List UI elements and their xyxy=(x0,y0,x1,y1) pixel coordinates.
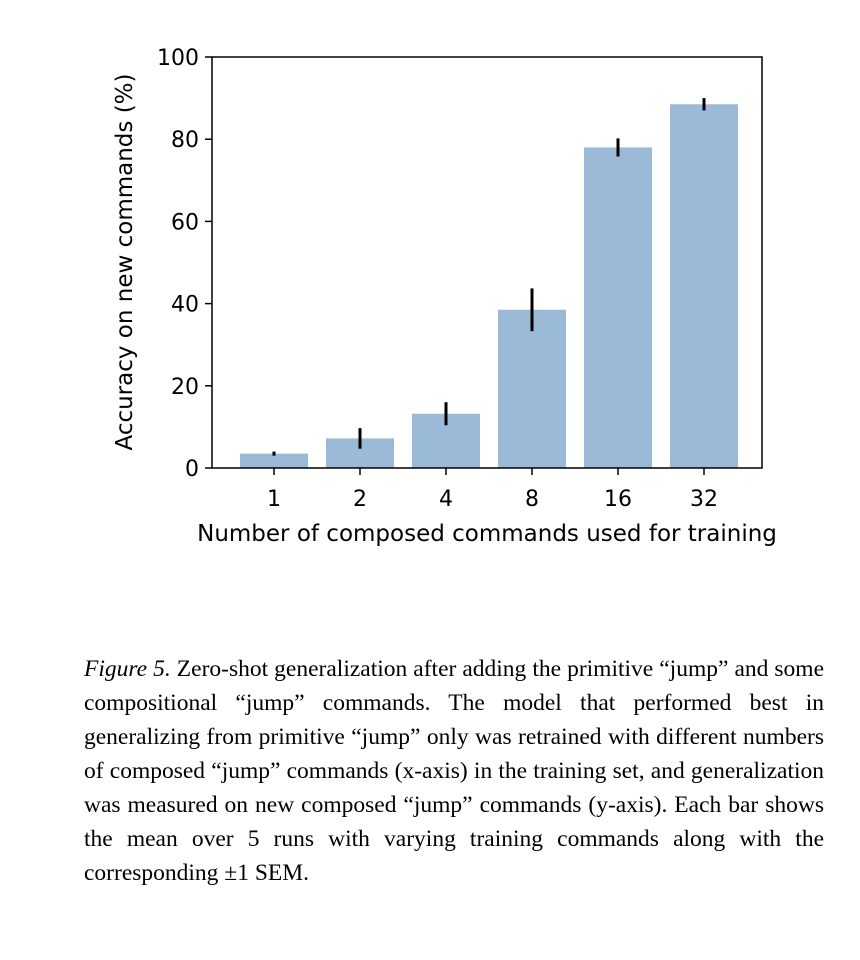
x-tick-label-8: 8 xyxy=(525,487,539,512)
figure-caption: Figure 5. Zero-shot generalization after… xyxy=(84,652,824,890)
y-axis-ticks: 0 20 40 60 80 100 xyxy=(157,46,212,482)
y-tick-label-100: 100 xyxy=(157,46,199,71)
caption-label: Figure 5. xyxy=(84,656,171,682)
y-tick-label-80: 80 xyxy=(171,128,199,153)
x-tick-label-16: 16 xyxy=(604,487,632,512)
y-tick-label-60: 60 xyxy=(171,210,199,235)
x-tick-label-32: 32 xyxy=(690,487,718,512)
bar-32 xyxy=(670,104,738,468)
bar-1 xyxy=(240,453,308,468)
y-axis-label: Accuracy on new commands (%) xyxy=(112,73,138,450)
bar-16 xyxy=(584,147,652,469)
bars-group xyxy=(240,104,738,469)
caption-text: Zero-shot generalization after adding th… xyxy=(84,656,825,886)
x-axis-label: Number of composed commands used for tra… xyxy=(197,521,777,547)
bar-chart: 0 20 40 60 80 100 1 2 4 8 16 32 Number of composed… xyxy=(112,46,777,547)
x-tick-label-4: 4 xyxy=(439,487,453,512)
x-tick-label-2: 2 xyxy=(353,487,367,512)
y-tick-label-40: 40 xyxy=(171,293,199,318)
y-tick-label-0: 0 xyxy=(185,457,199,482)
x-axis-ticks: 1 2 4 8 16 32 xyxy=(267,468,718,512)
plot-frame xyxy=(211,56,763,469)
errorbars-group xyxy=(272,98,706,456)
bar-8 xyxy=(498,309,566,468)
x-tick-label-1: 1 xyxy=(267,487,281,512)
y-tick-label-20: 20 xyxy=(171,375,199,400)
